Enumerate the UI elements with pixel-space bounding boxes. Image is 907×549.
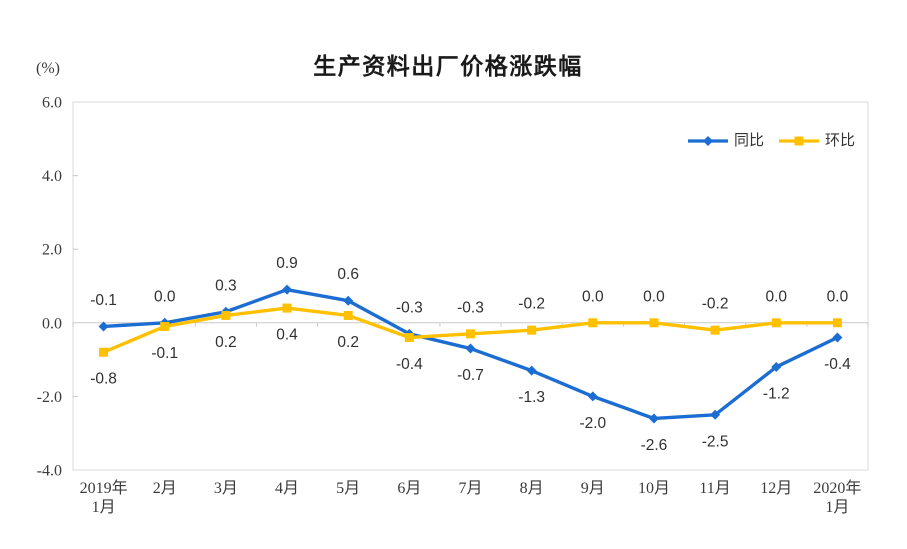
data-label-mom: 0.0 <box>827 288 849 305</box>
y-tick-label: 2.0 <box>42 242 62 259</box>
chart-title: 生产资料出厂价格涨跌幅 <box>313 53 583 79</box>
data-label-mom: 0.0 <box>643 288 665 305</box>
series-marker-mom <box>771 318 781 328</box>
series-marker-yoy <box>526 365 537 376</box>
data-label-yoy: -0.7 <box>457 367 484 384</box>
data-label-mom: -0.3 <box>457 299 484 316</box>
series-marker-mom <box>832 318 842 328</box>
series-marker-mom <box>466 329 475 339</box>
data-label-mom: 0.2 <box>337 334 359 351</box>
legend-item-mom: 环比 <box>778 133 855 148</box>
x-tick-label: 12月 <box>760 480 792 497</box>
series-marker-mom <box>527 325 537 335</box>
x-tick-label: 2月 <box>153 480 177 497</box>
data-label-mom: -0.4 <box>396 356 423 373</box>
x-tick-label: 11月 <box>699 480 730 497</box>
series-marker-yoy <box>710 409 721 420</box>
data-label-mom: 0.0 <box>582 288 604 305</box>
y-tick-label: -4.0 <box>37 463 62 480</box>
data-label-yoy: -0.1 <box>90 292 117 309</box>
data-label-yoy: -0.4 <box>824 356 851 373</box>
data-label-yoy: 0.6 <box>337 266 359 283</box>
line-square-marker-icon <box>778 136 819 145</box>
series-marker-mom <box>710 325 720 335</box>
data-label-mom: 0.2 <box>215 334 237 351</box>
series-marker-yoy <box>343 295 354 306</box>
data-label-yoy: 0.0 <box>154 288 176 305</box>
x-tick-label: 8月 <box>520 480 544 497</box>
data-label-yoy: -0.3 <box>396 299 423 316</box>
legend-label-yoy: 同比 <box>733 132 764 149</box>
series-marker-mom <box>282 303 292 313</box>
y-tick-label: 6.0 <box>42 95 62 112</box>
legend-label-mom: 环比 <box>824 132 855 149</box>
x-tick-label: 10月 <box>638 480 670 497</box>
data-label-yoy: -2.6 <box>641 437 668 454</box>
series-marker-mom <box>343 310 353 320</box>
x-tick-label: 5月 <box>336 480 360 497</box>
data-label-yoy: 0.9 <box>276 255 298 272</box>
series-marker-mom <box>221 310 231 320</box>
y-tick-label: 4.0 <box>42 168 62 185</box>
y-axis-unit-label: (%) <box>36 60 60 77</box>
data-label-yoy: -2.5 <box>702 433 729 450</box>
x-tick-label: 3月 <box>214 480 238 497</box>
line-diamond-marker-icon <box>687 135 728 146</box>
series-marker-yoy <box>771 361 782 372</box>
series-marker-mom <box>649 318 659 328</box>
legend: 同比 环比 <box>687 133 855 148</box>
plot-border <box>72 101 869 471</box>
x-tick-label: 4月 <box>275 480 299 497</box>
series-marker-mom <box>588 318 598 328</box>
series-marker-mom <box>99 347 109 357</box>
data-label-yoy: -1.2 <box>763 385 790 402</box>
x-tick-label: 2020年 1月 <box>813 479 861 516</box>
data-label-mom: -0.1 <box>151 345 178 362</box>
data-label-mom: 0.4 <box>276 327 298 344</box>
y-tick-label: 0.0 <box>42 315 62 332</box>
x-tick-label: 7月 <box>458 480 482 497</box>
data-label-mom: -0.2 <box>518 296 545 313</box>
series-marker-mom <box>160 321 170 331</box>
x-tick-label: 2019年 1月 <box>80 479 128 516</box>
data-label-yoy: 0.3 <box>215 277 237 294</box>
series-marker-yoy <box>98 321 109 332</box>
data-label-yoy: -2.0 <box>579 415 606 432</box>
series-marker-mom <box>404 333 414 343</box>
series-marker-yoy <box>465 343 476 354</box>
legend-item-yoy: 同比 <box>687 133 764 148</box>
data-label-yoy: -1.3 <box>518 389 545 406</box>
data-label-mom: -0.8 <box>90 371 117 388</box>
series-marker-yoy <box>587 391 598 402</box>
series-marker-yoy <box>832 332 843 343</box>
y-tick-label: -2.0 <box>37 389 62 406</box>
data-label-mom: -0.2 <box>702 296 729 313</box>
x-tick-label: 6月 <box>397 480 421 497</box>
x-tick-label: 9月 <box>581 480 605 497</box>
series-marker-yoy <box>282 284 293 295</box>
series-marker-yoy <box>648 413 659 424</box>
data-label-mom: 0.0 <box>765 288 787 305</box>
